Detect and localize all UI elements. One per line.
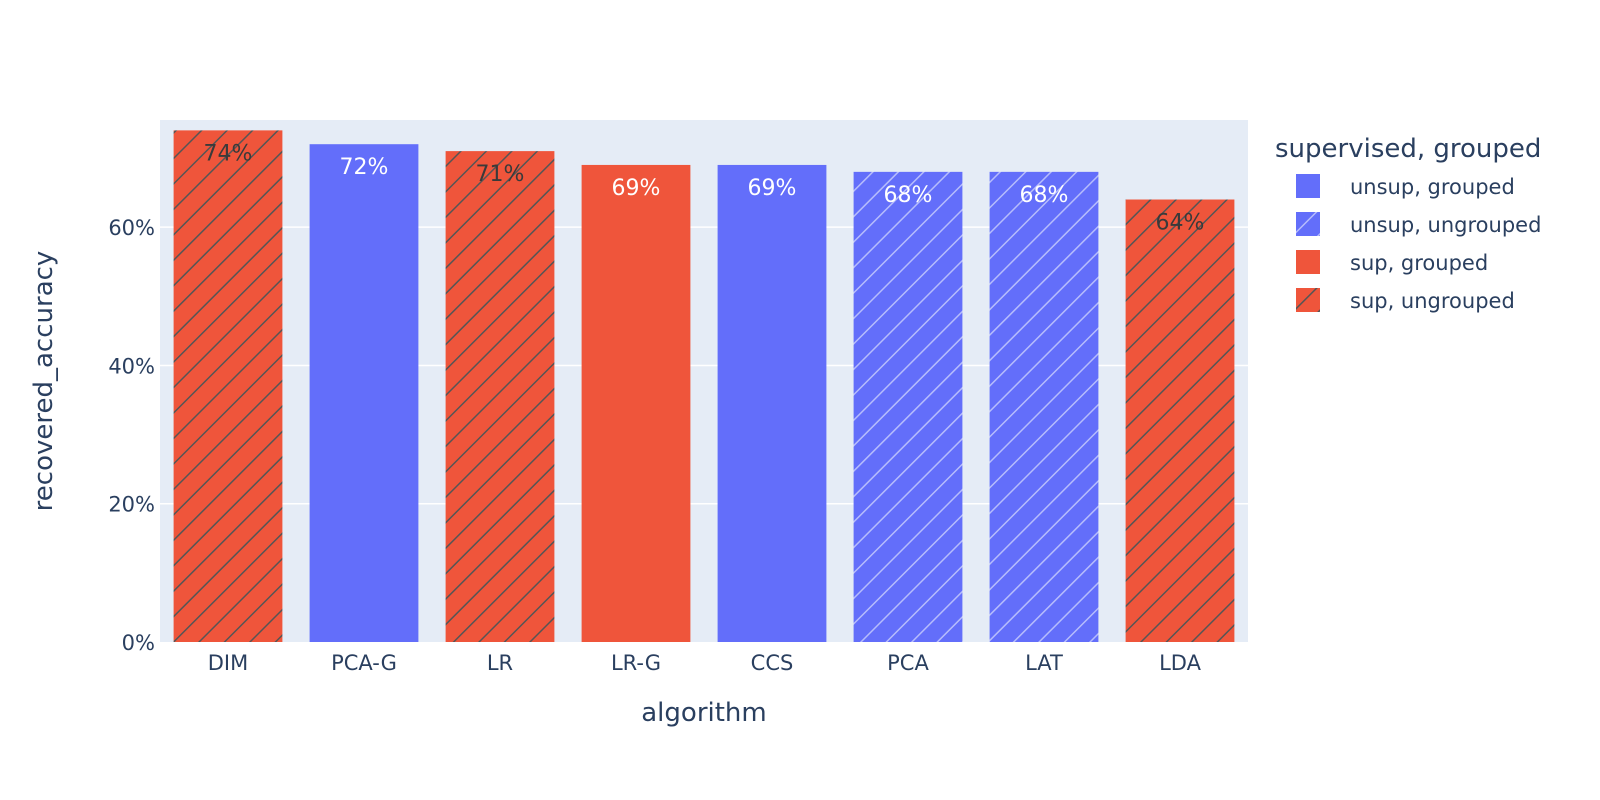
legend-swatch bbox=[1296, 174, 1320, 198]
x-tick-label: LDA bbox=[1159, 651, 1202, 675]
bar-label: 72% bbox=[340, 155, 389, 180]
x-tick-label: LR bbox=[487, 651, 513, 675]
y-tick-label: 20% bbox=[108, 493, 155, 517]
bar-label: 71% bbox=[476, 162, 525, 187]
bars bbox=[173, 130, 1235, 643]
y-tick-label: 60% bbox=[108, 216, 155, 240]
legend-label: sup, ungrouped bbox=[1350, 289, 1515, 313]
legend-label: unsup, grouped bbox=[1350, 175, 1515, 199]
y-axis-ticks: 0% 20% 40% 60% bbox=[108, 216, 155, 655]
bar-pca-g bbox=[309, 144, 419, 642]
bar-lda bbox=[1125, 199, 1235, 642]
bar-label: 64% bbox=[1156, 211, 1205, 236]
x-tick-label: CCS bbox=[751, 651, 794, 675]
legend-swatch bbox=[1296, 250, 1320, 274]
x-tick-label: PCA-G bbox=[331, 651, 397, 675]
legend-title: supervised, grouped bbox=[1275, 134, 1541, 164]
legend-label: sup, grouped bbox=[1350, 251, 1488, 275]
y-tick-label: 0% bbox=[122, 631, 155, 655]
legend-swatch bbox=[1296, 212, 1320, 236]
bar-label: 69% bbox=[612, 176, 661, 201]
bar-pca bbox=[853, 171, 963, 642]
bar-dim bbox=[173, 130, 283, 643]
bar-labels: 74% 72% 71% 69% 69% 68% 68% 64% bbox=[204, 141, 1205, 235]
bar-lat bbox=[989, 171, 1099, 642]
x-tick-label: LAT bbox=[1025, 651, 1063, 675]
legend-label: unsup, ungrouped bbox=[1350, 213, 1541, 237]
x-axis-title: algorithm bbox=[641, 698, 766, 728]
bar-label: 68% bbox=[884, 183, 933, 208]
bar-label: 69% bbox=[748, 176, 797, 201]
x-axis-ticks: DIM PCA-G LR LR-G CCS PCA LAT LDA bbox=[208, 651, 1202, 675]
x-tick-label: LR-G bbox=[611, 651, 661, 675]
bar-label: 68% bbox=[1020, 183, 1069, 208]
legend: supervised, grouped unsup, grouped unsup,… bbox=[1275, 134, 1541, 313]
x-tick-label: PCA bbox=[887, 651, 929, 675]
legend-swatch bbox=[1296, 288, 1320, 312]
y-tick-label: 40% bbox=[108, 354, 155, 378]
bar-label: 74% bbox=[204, 141, 253, 166]
bar-lr bbox=[445, 151, 555, 642]
bar-lr-g bbox=[581, 164, 691, 642]
x-tick-label: DIM bbox=[208, 651, 248, 675]
bar-ccs bbox=[717, 164, 827, 642]
y-axis-title: recovered_accuracy bbox=[29, 251, 59, 512]
